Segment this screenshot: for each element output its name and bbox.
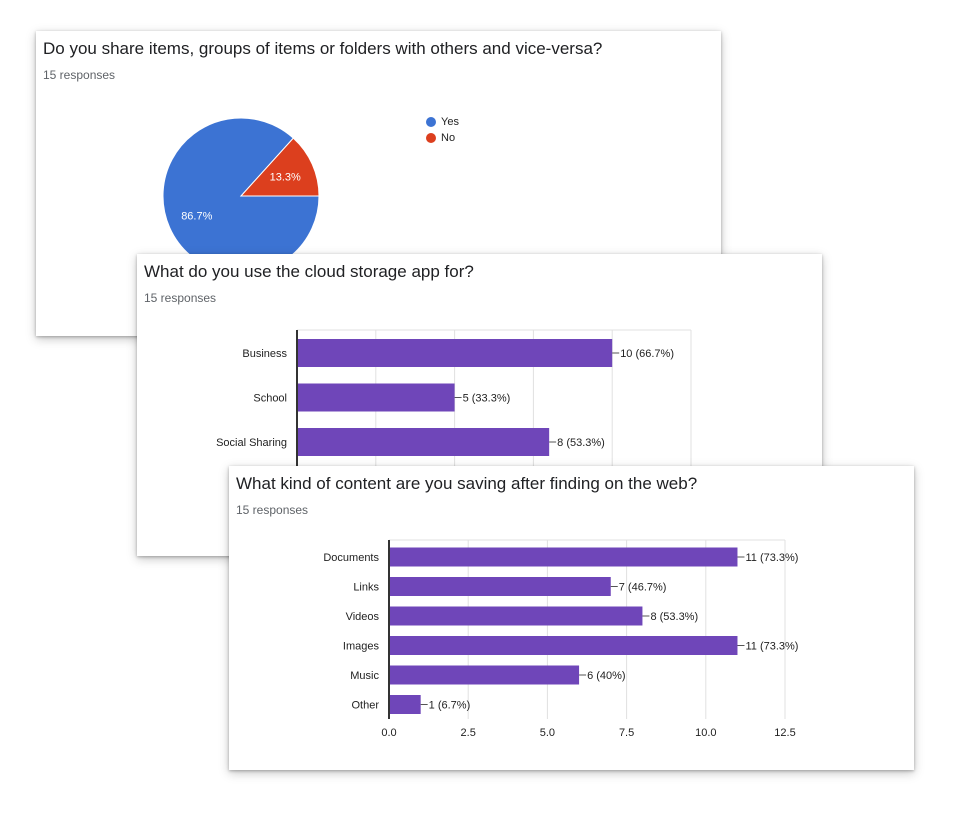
bar-videos [389, 606, 643, 626]
x-tick-label: 0.0 [381, 727, 396, 739]
content-bar-chart: Documents 11 (73.3%) Links 7 (46.7%) Videos 8… [323, 539, 798, 739]
x-tick-label: 12.5 [774, 727, 795, 739]
pie-chart-title: Do you share items, groups of items or f… [43, 39, 603, 58]
data-label: 5 (33.3%) [463, 393, 511, 405]
bar-images [389, 636, 738, 655]
pie-label-no: 13.3% [270, 171, 301, 183]
content-chart-response-count: 15 responses [236, 503, 309, 517]
usage-bar-chart: Business 10 (66.7%) School 5 (33.3%) Social … [216, 329, 692, 469]
x-tick-label: 5.0 [540, 727, 555, 739]
category-label: Other [351, 700, 379, 712]
x-tick-label: 7.5 [619, 727, 634, 739]
legend-label-yes: Yes [441, 116, 459, 128]
bar-social-sharing [297, 428, 550, 456]
category-label: Business [242, 348, 287, 360]
data-label: 10 (66.7%) [620, 348, 674, 360]
data-label: 11 (73.3%) [745, 641, 798, 653]
data-label: 6 (40%) [587, 670, 626, 682]
legend-swatch-yes [426, 117, 436, 127]
category-label: Music [350, 670, 379, 682]
usage-chart-title: What do you use the cloud storage app fo… [144, 262, 474, 281]
legend-label-no: No [441, 132, 456, 144]
x-tick-label: 2.5 [461, 727, 476, 739]
legend-swatch-no [426, 133, 436, 143]
bar-links [389, 577, 611, 596]
data-label: 1 (6.7%) [429, 700, 471, 712]
bar-music [389, 665, 580, 685]
usage-chart-response-count: 15 responses [144, 291, 217, 305]
pie-legend: Yes No [426, 114, 459, 146]
category-label: Videos [346, 611, 380, 623]
pie-chart: 86.7% 13.3% [162, 117, 320, 275]
category-label: Documents [323, 552, 379, 564]
data-label: 8 (53.3%) [650, 611, 698, 623]
pie-label-yes: 86.7% [181, 211, 212, 223]
pie-slice-no [239, 137, 320, 197]
bar-other [389, 695, 421, 714]
category-label: Images [343, 641, 380, 653]
data-label: 7 (46.7%) [619, 582, 667, 594]
category-label: Social Sharing [216, 437, 287, 449]
bar-school [297, 383, 455, 412]
bar-chart-card-content: What kind of content are you saving afte… [229, 466, 914, 770]
content-chart-title: What kind of content are you saving afte… [236, 474, 698, 493]
category-label: Links [353, 582, 379, 594]
legend-item-yes[interactable]: Yes [426, 114, 459, 130]
bar-business [297, 339, 613, 367]
category-label: School [253, 393, 287, 405]
bar-documents [389, 547, 738, 567]
legend-item-no[interactable]: No [426, 130, 459, 146]
pie-chart-response-count: 15 responses [43, 68, 116, 82]
pie-slice-yes [162, 117, 320, 275]
x-tick-label: 10.0 [695, 727, 716, 739]
data-label: 11 (73.3%) [745, 552, 798, 564]
data-label: 8 (53.3%) [557, 437, 605, 449]
